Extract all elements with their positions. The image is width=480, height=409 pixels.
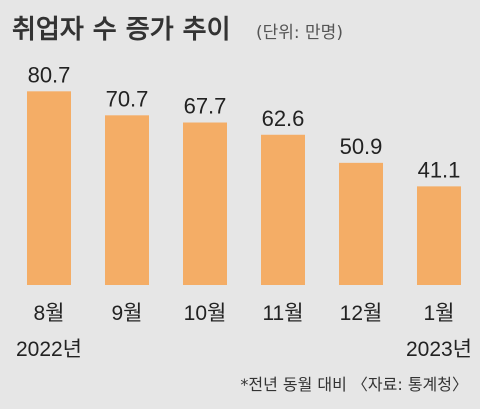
month-label-5: 12월 (340, 302, 383, 325)
value-label-4: 62.6 (262, 106, 305, 131)
value-label-3: 67.7 (184, 94, 227, 119)
bar-2 (105, 115, 149, 285)
bar-4 (261, 134, 305, 285)
month-label-3: 10월 (184, 302, 227, 325)
bar-5 (339, 162, 383, 285)
bar-6 (417, 186, 461, 285)
month-label-1: 8월 (34, 302, 65, 325)
bar-group: 80.7 8월 2022년 70.7 9월 67.7 10월 62.6 11월 50.9 12월 41… (16, 62, 472, 361)
value-label-2: 70.7 (106, 86, 149, 111)
year-label-6: 2023년 (406, 338, 472, 361)
chart-unit: (단위: 만명) (256, 23, 343, 43)
source-footnote: *전년 동월 대비 〈자료: 통계청〉 (240, 375, 468, 394)
value-label-6: 41.1 (418, 157, 461, 182)
month-label-4: 11월 (262, 302, 303, 325)
year-label-1: 2022년 (16, 338, 82, 361)
value-label-1: 80.7 (28, 62, 71, 87)
value-label-5: 50.9 (340, 134, 383, 159)
bar-1 (27, 91, 71, 285)
month-label-6: 1월 (424, 302, 455, 325)
month-label-2: 9월 (112, 302, 143, 325)
bar-3 (183, 122, 227, 286)
chart-title: 취업자 수 증가 추이 (12, 15, 231, 45)
